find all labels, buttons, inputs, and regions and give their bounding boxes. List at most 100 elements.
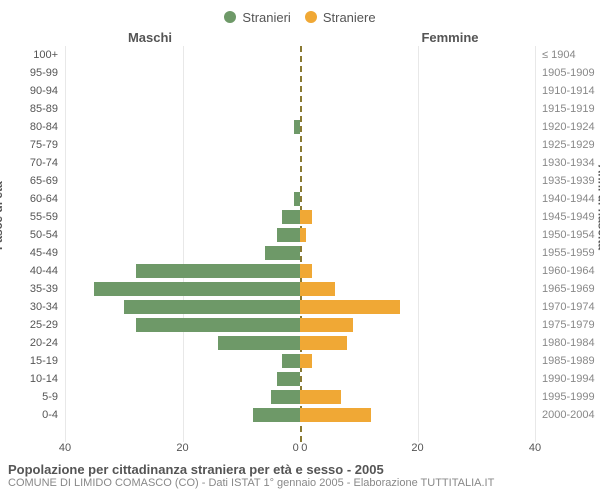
bar-female (300, 210, 312, 224)
plot-area (65, 46, 535, 442)
legend-label-male: Stranieri (242, 10, 290, 25)
age-label: 70-74 (0, 154, 62, 172)
bar-female (300, 300, 400, 314)
y-axis-right-title: Anni di nascita (595, 165, 600, 250)
bar-male (277, 228, 301, 242)
bar-female (300, 318, 353, 332)
birth-year-label: 1950-1954 (538, 226, 600, 244)
pyramid-row (65, 388, 535, 406)
birth-year-label: 1960-1964 (538, 262, 600, 280)
pyramid-row (65, 316, 535, 334)
section-titles: Maschi Femmine (0, 28, 600, 46)
bar-male (271, 390, 300, 404)
birth-year-label: 1905-1909 (538, 64, 600, 82)
birth-year-label: 1955-1959 (538, 244, 600, 262)
birth-year-label: 1965-1969 (538, 280, 600, 298)
pyramid-row (65, 298, 535, 316)
pyramid-row (65, 172, 535, 190)
bar-male (265, 246, 300, 260)
age-label: 45-49 (0, 244, 62, 262)
bar-male (94, 282, 300, 296)
birth-year-label: 1940-1944 (538, 190, 600, 208)
birth-year-label: 1980-1984 (538, 334, 600, 352)
bar-female (300, 264, 312, 278)
gridline (535, 46, 536, 442)
pyramid-row (65, 352, 535, 370)
pyramid-row (65, 334, 535, 352)
chart-title: Popolazione per cittadinanza straniera p… (8, 462, 592, 477)
age-label: 25-29 (0, 316, 62, 334)
pyramid-row (65, 64, 535, 82)
x-axis: 4020002040 (65, 442, 535, 458)
x-tick-label: 0 (301, 442, 307, 454)
female-section-title: Femmine (300, 30, 600, 45)
legend-label-female: Straniere (323, 10, 376, 25)
age-label: 40-44 (0, 262, 62, 280)
birth-year-label: 1970-1974 (538, 298, 600, 316)
birth-year-label: 1925-1929 (538, 136, 600, 154)
y-axis-age-labels: 100+95-9990-9485-8980-8475-7970-7465-696… (0, 46, 62, 442)
bar-male (277, 372, 301, 386)
pyramid-row (65, 280, 535, 298)
age-label: 100+ (0, 46, 62, 64)
legend-swatch-male (224, 11, 236, 23)
bar-male (136, 318, 301, 332)
pyramid-row (65, 262, 535, 280)
birth-year-label: 1990-1994 (538, 370, 600, 388)
birth-year-label: 1915-1919 (538, 100, 600, 118)
age-label: 10-14 (0, 370, 62, 388)
pyramid-row (65, 208, 535, 226)
x-tick-label: 40 (529, 442, 541, 454)
bar-male (282, 210, 300, 224)
bar-female (300, 354, 312, 368)
pyramid-row (65, 190, 535, 208)
age-label: 20-24 (0, 334, 62, 352)
legend-swatch-female (305, 11, 317, 23)
birth-year-label: 1975-1979 (538, 316, 600, 334)
bar-male (136, 264, 301, 278)
age-label: 90-94 (0, 82, 62, 100)
age-label: 50-54 (0, 226, 62, 244)
pyramid-row (65, 46, 535, 64)
male-section-title: Maschi (0, 30, 300, 45)
age-label: 60-64 (0, 190, 62, 208)
bar-male (124, 300, 300, 314)
age-label: 15-19 (0, 352, 62, 370)
birth-year-label: 1995-1999 (538, 388, 600, 406)
bar-female (300, 390, 341, 404)
pyramid-row (65, 154, 535, 172)
pyramid-row (65, 406, 535, 424)
population-pyramid-chart: Stranieri Straniere Maschi Femmine 100+9… (0, 0, 600, 500)
pyramid-row (65, 100, 535, 118)
age-label: 85-89 (0, 100, 62, 118)
y-axis-birth-labels: ≤ 19041905-19091910-19141915-19191920-19… (538, 46, 600, 442)
age-label: 75-79 (0, 136, 62, 154)
pyramid-row (65, 226, 535, 244)
age-label: 35-39 (0, 280, 62, 298)
bar-male (218, 336, 300, 350)
pyramid-row (65, 244, 535, 262)
bar-female (300, 282, 335, 296)
birth-year-label: 1930-1934 (538, 154, 600, 172)
x-tick-label: 0 (293, 442, 299, 454)
birth-year-label: 1945-1949 (538, 208, 600, 226)
bar-female (300, 336, 347, 350)
legend: Stranieri Straniere (0, 0, 600, 28)
birth-year-label: 1910-1914 (538, 82, 600, 100)
x-tick-label: 40 (59, 442, 71, 454)
legend-item-male: Stranieri (224, 6, 290, 28)
birth-year-label: 1935-1939 (538, 172, 600, 190)
birth-year-label: ≤ 1904 (538, 46, 600, 64)
age-label: 5-9 (0, 388, 62, 406)
bar-female (300, 408, 371, 422)
age-label: 65-69 (0, 172, 62, 190)
age-label: 55-59 (0, 208, 62, 226)
bar-female (300, 228, 306, 242)
age-label: 30-34 (0, 298, 62, 316)
birth-year-label: 2000-2004 (538, 406, 600, 424)
pyramid-row (65, 136, 535, 154)
pyramid-row (65, 370, 535, 388)
bar-male (253, 408, 300, 422)
age-label: 95-99 (0, 64, 62, 82)
x-tick-label: 20 (176, 442, 188, 454)
